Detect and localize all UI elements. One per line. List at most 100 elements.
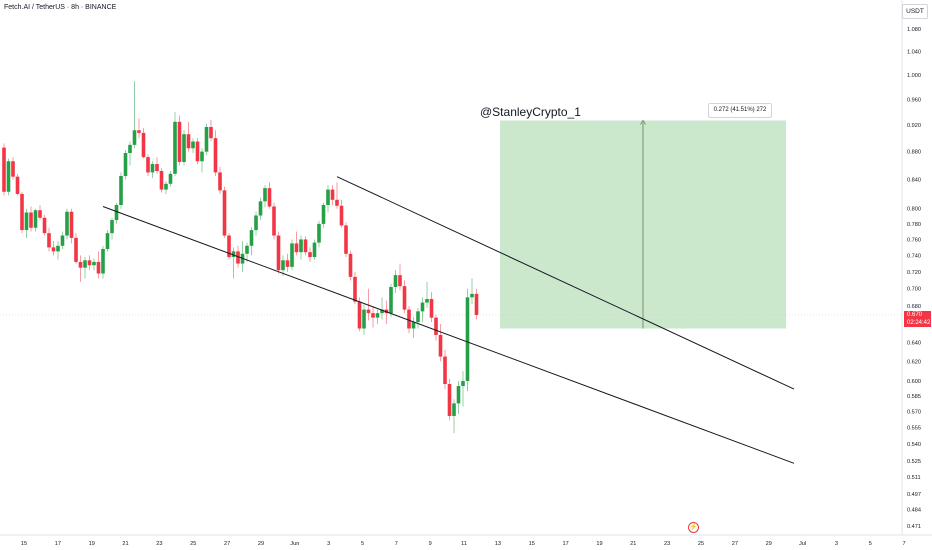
price-tick-label: 0.525 [907, 459, 921, 465]
candle-body [78, 261, 83, 268]
candle-body [173, 121, 177, 174]
candle-body [321, 205, 326, 224]
candle-body [357, 301, 362, 329]
symbol-title: Fetch.AI / TetherUS · 8h · BINANCE [4, 4, 117, 11]
time-tick-label: 5 [361, 541, 364, 547]
candle-body [213, 138, 218, 173]
candle-body [312, 242, 317, 258]
time-tick-label: 13 [495, 541, 501, 547]
candle-body [6, 161, 11, 192]
candle-body [249, 230, 254, 246]
time-tick-label: 7 [395, 541, 398, 547]
price-tick-label: 0.640 [907, 340, 921, 346]
price-tick-label: 0.484 [907, 508, 921, 514]
price-tick-label: 1.040 [907, 50, 921, 56]
time-tick-label: 25 [190, 541, 196, 547]
candle-body [281, 260, 285, 271]
candle-body [254, 215, 258, 231]
candle-body [168, 173, 173, 184]
candle-body [276, 235, 281, 271]
candle-body [443, 356, 447, 385]
candle-body [389, 286, 393, 314]
candle-body [209, 126, 213, 139]
candle-body [375, 313, 380, 318]
lightning-icon[interactable]: ⚡ [688, 522, 699, 533]
candle-body [474, 293, 479, 315]
candle-body [105, 233, 110, 249]
candle-body [398, 275, 402, 287]
candle-body [191, 141, 195, 149]
price-tick-label: 0.555 [907, 426, 921, 432]
time-tick-label: 9 [429, 541, 432, 547]
candle-body [24, 212, 29, 231]
price-tick-label: 0.471 [907, 524, 921, 530]
time-tick-label: 15 [21, 541, 27, 547]
candle-body [150, 164, 155, 173]
time-tick-label: 5 [869, 541, 872, 547]
price-tick-label: 0.497 [907, 492, 921, 498]
time-tick-label: 19 [89, 541, 95, 547]
time-tick-label: Jul [799, 541, 806, 547]
price-tick-label: 0.880 [907, 150, 921, 156]
candle-body [339, 205, 344, 226]
candle-body [402, 286, 407, 310]
price-tick-label: 0.585 [907, 394, 921, 400]
price-tick-label: 0.920 [907, 123, 921, 129]
candle-body [267, 188, 272, 207]
time-tick-label: 19 [596, 541, 602, 547]
candle-body [290, 243, 294, 267]
candle-body [132, 130, 137, 145]
candle-body [447, 384, 452, 416]
candle-body [15, 176, 20, 194]
candle-body [411, 322, 416, 329]
candle-body [110, 220, 114, 234]
candle-body [434, 317, 438, 335]
candle-body [231, 251, 236, 258]
price-tick-label: 1.000 [907, 73, 921, 79]
currency-button[interactable]: USDT [902, 4, 928, 19]
price-tick-label: 0.740 [907, 253, 921, 259]
time-tick-label: 27 [224, 541, 230, 547]
time-tick-label: 25 [698, 541, 704, 547]
candle-body [33, 210, 38, 228]
time-tick-label: 27 [732, 541, 738, 547]
price-tick-label: 1.080 [907, 27, 921, 33]
price-tick-label: 0.680 [907, 304, 921, 310]
candle-body [438, 334, 443, 357]
candle-body [258, 201, 263, 216]
candle-body [42, 217, 47, 234]
last-price-value: 0.670 [907, 312, 923, 318]
candle-body [227, 235, 231, 258]
price-tick-label: 0.780 [907, 222, 921, 228]
price-tick-label: 0.700 [907, 287, 921, 293]
candle-body [222, 190, 227, 236]
candle-body [245, 245, 249, 254]
price-tick-label: 0.511 [907, 475, 921, 481]
candle-body [96, 261, 101, 274]
candle-body [186, 134, 191, 149]
candle-body [204, 126, 209, 152]
candle-body [425, 299, 429, 303]
candle-body [177, 121, 182, 162]
price-tick-label: 0.840 [907, 178, 921, 184]
time-tick-label: 17 [562, 541, 568, 547]
candle-body [51, 247, 56, 252]
candle-body [195, 141, 200, 162]
measurement-label: 0.272 (41.51%) 272 [708, 103, 772, 118]
candle-body [416, 311, 420, 323]
candle-body [366, 309, 371, 314]
candle-body [371, 313, 375, 318]
time-tick-label: 17 [55, 541, 61, 547]
time-tick-label: 15 [529, 541, 535, 547]
candle-body [299, 239, 303, 253]
price-tick-label: 0.800 [907, 207, 921, 213]
time-tick-label: 3 [327, 541, 330, 547]
candle-body [429, 299, 434, 318]
candle-body [420, 302, 425, 312]
candle-body [11, 161, 15, 177]
price-tick-label: 0.540 [907, 442, 921, 448]
candle-body [303, 239, 308, 253]
candle-body [294, 243, 299, 253]
candle-body [380, 309, 384, 314]
